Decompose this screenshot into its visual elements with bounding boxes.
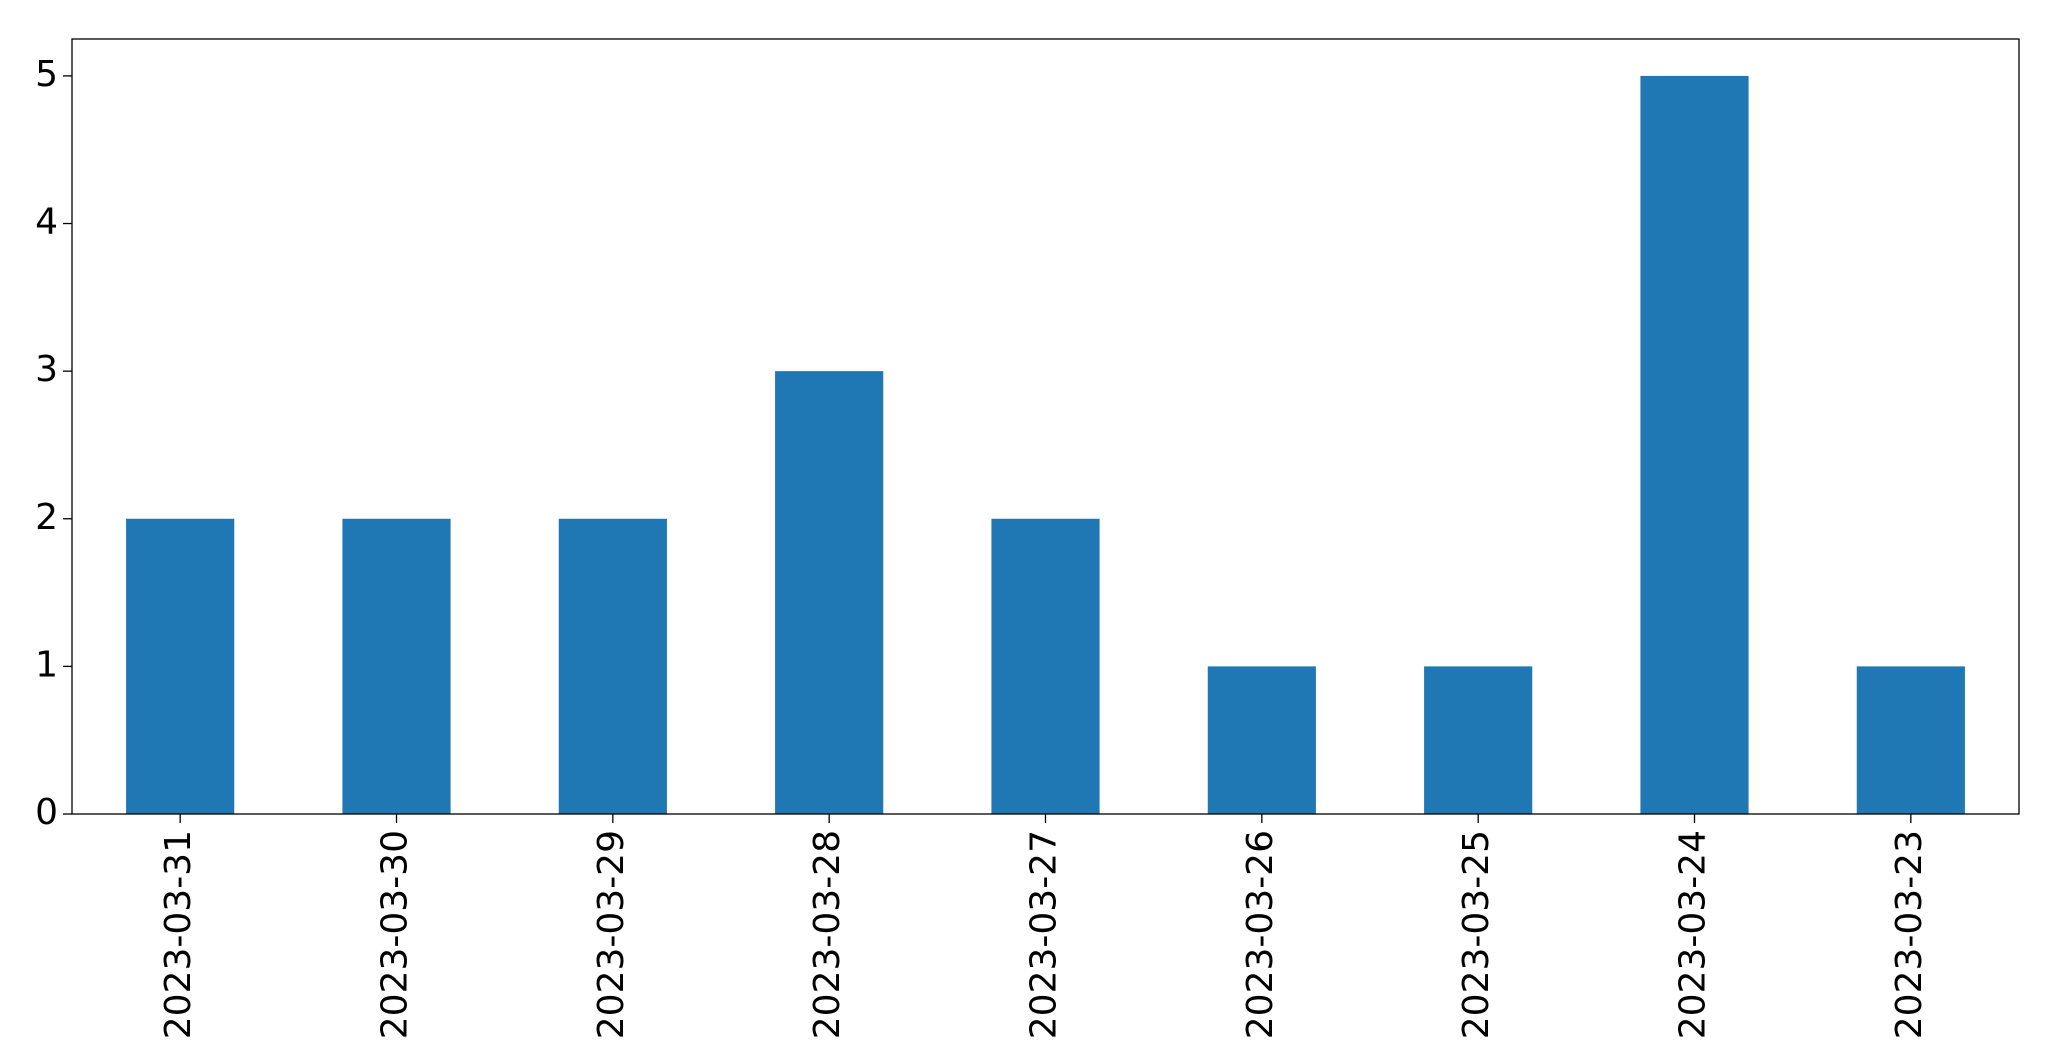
x-tick-label: 2023-03-31 — [158, 830, 199, 1039]
bar — [1207, 666, 1316, 814]
bar — [775, 371, 884, 814]
y-tick-label: 2 — [35, 497, 58, 538]
x-tick-label: 2023-03-27 — [1024, 830, 1065, 1039]
x-tick-label: 2023-03-28 — [807, 830, 848, 1039]
x-tick-label: 2023-03-23 — [1889, 830, 1930, 1039]
x-tick-label: 2023-03-29 — [591, 830, 632, 1039]
bar — [991, 518, 1100, 814]
y-tick-label: 3 — [35, 349, 58, 390]
bar — [1856, 666, 1965, 814]
y-tick-label: 5 — [35, 54, 58, 95]
bar — [558, 518, 667, 814]
bar — [1424, 666, 1533, 814]
bar — [126, 518, 235, 814]
x-tick-label: 2023-03-24 — [1673, 830, 1714, 1039]
y-tick-label: 1 — [35, 644, 58, 685]
bar — [342, 518, 451, 814]
x-tick-label: 2023-03-26 — [1240, 830, 1281, 1039]
y-tick-label: 4 — [35, 202, 58, 243]
y-tick-label: 0 — [35, 792, 58, 833]
plot-frame — [71, 38, 2020, 815]
bar — [1640, 75, 1749, 814]
x-tick-label: 2023-03-30 — [375, 830, 416, 1039]
x-tick-label: 2023-03-25 — [1456, 830, 1497, 1039]
